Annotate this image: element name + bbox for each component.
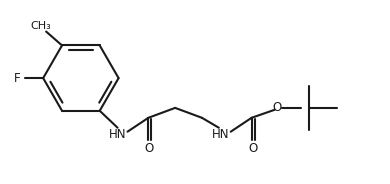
Text: O: O (248, 142, 257, 155)
Text: HN: HN (109, 128, 126, 141)
Text: HN: HN (212, 128, 230, 141)
Text: O: O (145, 142, 154, 155)
Text: CH₃: CH₃ (31, 21, 51, 31)
Text: O: O (273, 101, 282, 114)
Text: F: F (14, 72, 21, 85)
